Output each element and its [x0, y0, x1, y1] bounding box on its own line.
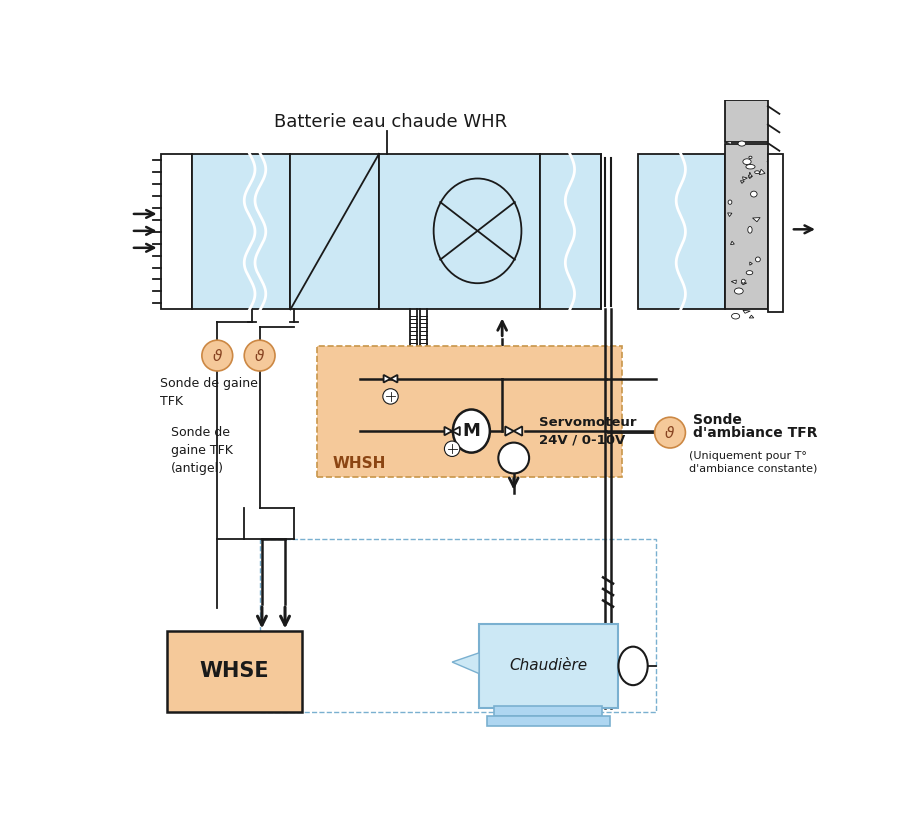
Text: Chaudière: Chaudière — [509, 658, 587, 673]
Ellipse shape — [737, 288, 741, 292]
Polygon shape — [741, 181, 744, 183]
Text: d'ambiance constante): d'ambiance constante) — [689, 463, 818, 473]
Polygon shape — [452, 426, 460, 436]
Circle shape — [202, 340, 233, 371]
Text: WHSH: WHSH — [333, 456, 386, 471]
Polygon shape — [514, 426, 522, 436]
Polygon shape — [728, 213, 732, 217]
Ellipse shape — [453, 410, 490, 452]
Bar — [487, 716, 610, 726]
Ellipse shape — [748, 227, 752, 233]
Ellipse shape — [746, 271, 753, 275]
Ellipse shape — [728, 200, 732, 204]
Polygon shape — [732, 280, 736, 283]
Bar — [379, 154, 539, 309]
Bar — [260, 539, 656, 712]
Text: $\vartheta$: $\vartheta$ — [664, 425, 675, 441]
Bar — [767, 154, 783, 312]
Ellipse shape — [738, 141, 745, 146]
Bar — [290, 154, 379, 309]
Ellipse shape — [734, 288, 743, 294]
Ellipse shape — [743, 159, 751, 165]
Text: (Uniquement pour T°: (Uniquement pour T° — [689, 451, 807, 461]
Text: Servomoteur
24V / 0-10V: Servomoteur 24V / 0-10V — [539, 416, 637, 446]
Bar — [479, 624, 618, 708]
Ellipse shape — [618, 646, 648, 686]
Text: Sonde: Sonde — [693, 412, 742, 426]
Polygon shape — [741, 282, 747, 285]
Polygon shape — [748, 175, 753, 178]
Bar — [167, 631, 302, 712]
Ellipse shape — [434, 178, 521, 283]
Ellipse shape — [732, 313, 740, 319]
Text: WHSE: WHSE — [199, 661, 269, 681]
Bar — [725, 100, 767, 142]
Bar — [725, 144, 767, 309]
Polygon shape — [505, 426, 514, 436]
Ellipse shape — [746, 164, 755, 169]
Text: $\vartheta$: $\vartheta$ — [211, 347, 222, 363]
Bar — [494, 706, 602, 716]
Text: Batterie eau chaude WHR: Batterie eau chaude WHR — [274, 112, 507, 131]
Bar — [317, 347, 621, 477]
Ellipse shape — [742, 279, 745, 283]
Ellipse shape — [751, 191, 757, 197]
Bar — [539, 154, 601, 309]
Bar — [192, 154, 290, 309]
Text: Sonde de gaine
TFK: Sonde de gaine TFK — [160, 377, 257, 408]
Polygon shape — [753, 217, 760, 222]
Polygon shape — [445, 426, 452, 436]
Ellipse shape — [755, 257, 760, 262]
Polygon shape — [749, 172, 752, 177]
Circle shape — [445, 441, 460, 456]
Ellipse shape — [754, 171, 760, 173]
Polygon shape — [759, 169, 765, 175]
Polygon shape — [750, 262, 753, 265]
Text: $\vartheta$: $\vartheta$ — [254, 347, 266, 363]
Circle shape — [498, 442, 529, 473]
Polygon shape — [383, 375, 391, 382]
Polygon shape — [391, 375, 397, 382]
Polygon shape — [725, 142, 732, 144]
Polygon shape — [452, 653, 479, 674]
Polygon shape — [743, 177, 747, 180]
Circle shape — [654, 417, 686, 448]
Polygon shape — [731, 242, 734, 245]
Circle shape — [244, 340, 275, 371]
Text: M: M — [462, 422, 481, 440]
Polygon shape — [749, 315, 754, 318]
Polygon shape — [743, 311, 750, 313]
Text: Sonde de
gaine TFK
(antigel): Sonde de gaine TFK (antigel) — [171, 426, 233, 475]
Bar — [638, 154, 725, 309]
Circle shape — [383, 389, 398, 404]
Text: d'ambiance TFR: d'ambiance TFR — [693, 426, 818, 440]
Bar — [161, 154, 192, 309]
Ellipse shape — [749, 156, 752, 158]
